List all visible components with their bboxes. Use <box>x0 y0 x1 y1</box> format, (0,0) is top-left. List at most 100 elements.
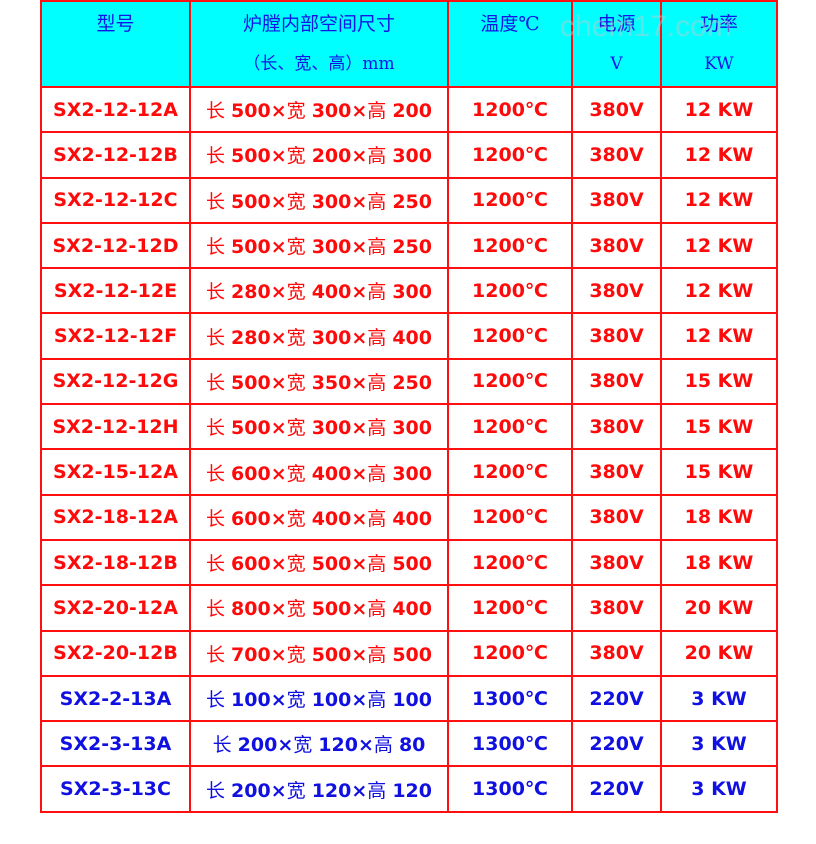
cell-temp: 1200℃ <box>447 176 573 224</box>
len-value: 500 <box>231 190 271 213</box>
cell-model: SX2-3-13A <box>40 720 191 768</box>
len-label: 长 <box>206 371 232 394</box>
cell-model: SX2-12-12A <box>40 85 191 134</box>
cell-temp: 1200℃ <box>447 221 573 270</box>
cell-power: 3 KW <box>660 674 778 723</box>
len-label: 长 <box>206 689 232 711</box>
len-value: 500 <box>231 417 271 440</box>
table-row: SX2-12-12E 长 280×宽 400×高 300 1200℃ 380V 12 K… <box>40 267 778 315</box>
hei-value: 300 <box>392 281 432 304</box>
len-value: 200 <box>231 779 271 802</box>
spec-table: 型号 炉膛内部空间尺寸 （长、宽、高）mm 温度℃ 电源 V 功率 KW SX2-12… <box>40 0 778 813</box>
wid-value: 350 <box>311 371 352 394</box>
cell-temp: 1200℃ <box>447 538 573 587</box>
header-voltage: 电源 V <box>571 0 662 88</box>
cell-power: 12 KW <box>660 131 778 179</box>
hei-value: 80 <box>398 734 426 757</box>
cell-temp: 1200℃ <box>447 85 573 134</box>
times: × <box>270 507 287 530</box>
cell-model: SX2-12-12E <box>40 267 191 315</box>
wid-value: 300 <box>311 100 352 123</box>
wid-value: 120 <box>311 779 352 802</box>
cell-power: 12 KW <box>660 85 778 134</box>
len-value: 500 <box>231 236 271 259</box>
times: × <box>351 598 368 621</box>
cell-model: SX2-12-12B <box>40 131 191 179</box>
hei-label: 高 <box>367 689 393 711</box>
hei-value: 400 <box>392 598 432 621</box>
cell-size: 长 500×宽 350×高 250 <box>189 357 449 406</box>
times: × <box>270 145 287 168</box>
hei-value: 300 <box>392 145 432 168</box>
cell-size: 长 200×宽 120×高 80 <box>189 720 449 768</box>
hei-label: 高 <box>367 553 393 576</box>
cell-temp: 1200℃ <box>447 131 573 179</box>
times: × <box>270 643 287 666</box>
wid-label: 宽 <box>286 689 312 711</box>
wid-value: 500 <box>311 643 352 666</box>
cell-voltage: 380V <box>571 448 662 496</box>
cell-temp: 1300℃ <box>447 720 573 768</box>
hei-value: 500 <box>392 553 432 576</box>
hei-label: 高 <box>367 281 393 304</box>
hei-label: 高 <box>367 462 393 485</box>
cell-model: SX2-3-13C <box>40 765 191 813</box>
len-label: 长 <box>206 326 232 349</box>
len-value: 280 <box>231 281 271 304</box>
cell-voltage: 380V <box>571 85 662 134</box>
len-value: 280 <box>231 326 271 349</box>
cell-voltage: 380V <box>571 221 662 270</box>
cell-power: 15 KW <box>660 357 778 406</box>
wid-value: 400 <box>311 462 352 485</box>
cell-temp: 1200℃ <box>447 493 573 541</box>
len-label: 长 <box>206 553 232 576</box>
cell-size: 长 800×宽 500×高 400 <box>189 584 449 632</box>
table-row: SX2-12-12H 长 500×宽 300×高 300 1200℃ 380V 15 K… <box>40 403 778 451</box>
cell-size: 长 500×宽 300×高 200 <box>189 85 449 134</box>
wid-label: 宽 <box>286 190 312 213</box>
table-row: SX2-12-12D 长 500×宽 300×高 250 1200℃ 380V 12 K… <box>40 221 778 270</box>
cell-voltage: 380V <box>571 493 662 541</box>
times: × <box>270 462 287 485</box>
len-label: 长 <box>206 281 232 304</box>
wid-value: 200 <box>311 145 352 168</box>
header-size-label: 炉膛内部空间尺寸 <box>242 13 395 35</box>
cell-voltage: 380V <box>571 357 662 406</box>
hei-label: 高 <box>367 236 393 259</box>
hei-label: 高 <box>367 779 393 802</box>
times: × <box>270 326 287 349</box>
header-voltage-label: 电源 <box>597 13 636 35</box>
cell-power: 20 KW <box>660 629 778 677</box>
times: × <box>351 145 368 168</box>
hei-label: 高 <box>367 371 393 394</box>
cell-voltage: 380V <box>571 312 662 360</box>
cell-temp: 1200℃ <box>447 403 573 451</box>
header-power-label: 功率 <box>699 13 738 35</box>
cell-model: SX2-12-12G <box>40 357 191 406</box>
times: × <box>351 553 368 576</box>
times: × <box>270 371 287 394</box>
cell-size: 长 100×宽 100×高 100 <box>189 674 449 723</box>
times: × <box>351 100 368 123</box>
cell-temp: 1200℃ <box>447 357 573 406</box>
cell-size: 长 600×宽 400×高 400 <box>189 493 449 541</box>
hei-label: 高 <box>367 326 393 349</box>
cell-model: SX2-2-13A <box>40 674 191 723</box>
times: × <box>351 507 368 530</box>
cell-power: 18 KW <box>660 493 778 541</box>
hei-value: 500 <box>392 643 432 666</box>
hei-label: 高 <box>367 100 393 123</box>
hei-value: 200 <box>392 100 432 123</box>
table-row: SX2-12-12F 长 280×宽 300×高 400 1200℃ 380V 12 K… <box>40 312 778 360</box>
header-model-label: 型号 <box>96 13 135 35</box>
table-row: SX2-12-12C 长 500×宽 300×高 250 1200℃ 380V 12 K… <box>40 176 778 224</box>
cell-power: 20 KW <box>660 584 778 632</box>
wid-value: 300 <box>311 326 352 349</box>
wid-value: 300 <box>311 417 352 440</box>
hei-value: 250 <box>392 190 432 213</box>
header-temp: 温度℃ <box>447 0 573 88</box>
len-label: 长 <box>206 779 232 802</box>
cell-size: 长 600×宽 500×高 500 <box>189 538 449 587</box>
cell-voltage: 220V <box>571 720 662 768</box>
hei-label: 高 <box>367 190 393 213</box>
